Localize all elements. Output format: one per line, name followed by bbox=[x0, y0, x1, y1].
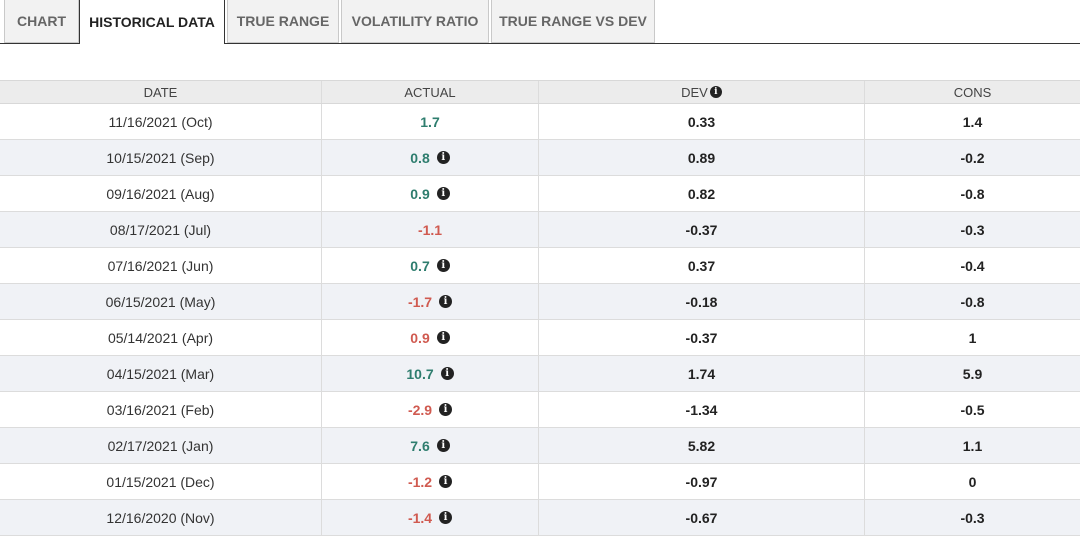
cons-cell: -0.4 bbox=[960, 257, 985, 274]
actual-cell: -1.2 i bbox=[322, 464, 539, 499]
cons-cell: -0.3 bbox=[960, 221, 985, 238]
actual-value: 0.8 bbox=[410, 149, 430, 166]
table-row: 01/15/2021 (Dec) -1.2 i -0.97 0 bbox=[0, 464, 1080, 500]
info-icon[interactable]: i bbox=[436, 439, 450, 452]
date-cell: 05/14/2021 (Apr) bbox=[0, 320, 322, 355]
actual-cell: 1.7 bbox=[322, 104, 539, 139]
cons-cell: -0.3 bbox=[960, 509, 985, 526]
date-cell: 02/17/2021 (Jan) bbox=[0, 428, 322, 463]
actual-cell: 7.6 i bbox=[322, 428, 539, 463]
actual-value: -1.4 bbox=[407, 509, 433, 526]
historical-data-table: DATE ACTUAL DEV i CONS 11/16/2021 (Oct) 1… bbox=[0, 80, 1080, 536]
table-row: 02/17/2021 (Jan) 7.6 i 5.82 1.1 bbox=[0, 428, 1080, 464]
cons-cell: 1 bbox=[968, 329, 977, 346]
info-icon[interactable]: i bbox=[440, 367, 454, 380]
actual-cell: -1.4 i bbox=[322, 500, 539, 535]
info-icon[interactable]: i bbox=[436, 151, 450, 164]
info-icon[interactable]: i bbox=[439, 511, 453, 524]
cons-cell: 1.4 bbox=[962, 113, 983, 130]
actual-cell: -1.1 bbox=[322, 212, 539, 247]
table-body: 11/16/2021 (Oct) 1.7 0.33 1.4 10/15/2021 (Se… bbox=[0, 104, 1080, 536]
tab-bar: CHART HISTORICAL DATA TRUE RANGE VOLATIL… bbox=[0, 0, 1080, 44]
actual-cell: -1.7 i bbox=[322, 284, 539, 319]
table-row: 03/16/2021 (Feb) -2.9 i -1.34 -0.5 bbox=[0, 392, 1080, 428]
tab-true-range[interactable]: TRUE RANGE bbox=[227, 0, 339, 43]
date-cell: 04/15/2021 (Mar) bbox=[0, 356, 322, 391]
table-row: 12/16/2020 (Nov) -1.4 i -0.67 -0.3 bbox=[0, 500, 1080, 536]
actual-cell: 0.8 i bbox=[322, 140, 539, 175]
actual-cell: 0.7 i bbox=[322, 248, 539, 283]
header-date[interactable]: DATE bbox=[0, 81, 322, 103]
cons-cell: -0.8 bbox=[960, 293, 985, 310]
cons-cell: 5.9 bbox=[962, 365, 983, 382]
dev-cell: -0.37 bbox=[539, 212, 865, 247]
date-cell: 09/16/2021 (Aug) bbox=[0, 176, 322, 211]
actual-value: 10.7 bbox=[406, 365, 434, 382]
info-icon[interactable]: i bbox=[439, 295, 453, 308]
actual-cell: -2.9 i bbox=[322, 392, 539, 427]
date-cell: 01/15/2021 (Dec) bbox=[0, 464, 322, 499]
cons-cell: -0.2 bbox=[960, 149, 985, 166]
header-cons[interactable]: CONS bbox=[953, 84, 992, 100]
table-row: 04/15/2021 (Mar) 10.7 i 1.74 5.9 bbox=[0, 356, 1080, 392]
table-row: 09/16/2021 (Aug) 0.9 i 0.82 -0.8 bbox=[0, 176, 1080, 212]
cons-cell: 1.1 bbox=[962, 437, 983, 454]
table-row: 11/16/2021 (Oct) 1.7 0.33 1.4 bbox=[0, 104, 1080, 140]
tab-bar-divider bbox=[0, 43, 1080, 44]
table-header: DATE ACTUAL DEV i CONS bbox=[0, 80, 1080, 104]
dev-cell: 5.82 bbox=[539, 428, 865, 463]
table-row: 07/16/2021 (Jun) 0.7 i 0.37 -0.4 bbox=[0, 248, 1080, 284]
table-row: 06/15/2021 (May) -1.7 i -0.18 -0.8 bbox=[0, 284, 1080, 320]
dev-cell: -0.37 bbox=[539, 320, 865, 355]
header-actual[interactable]: ACTUAL bbox=[322, 81, 539, 103]
date-cell: 11/16/2021 (Oct) bbox=[0, 104, 322, 139]
actual-cell: 10.7 i bbox=[322, 356, 539, 391]
dev-cell: -0.18 bbox=[539, 284, 865, 319]
actual-cell: 0.9 i bbox=[322, 320, 539, 355]
header-dev[interactable]: DEV i bbox=[539, 81, 865, 103]
tab-volatility-ratio[interactable]: VOLATILITY RATIO bbox=[341, 0, 489, 43]
info-icon[interactable]: i bbox=[436, 259, 450, 272]
tab-true-range-vs-dev[interactable]: TRUE RANGE VS DEV bbox=[491, 0, 655, 43]
table-row: 10/15/2021 (Sep) 0.8 i 0.89 -0.2 bbox=[0, 140, 1080, 176]
info-icon[interactable]: i bbox=[439, 475, 453, 488]
dev-cell: -0.97 bbox=[539, 464, 865, 499]
cons-cell: 0 bbox=[968, 473, 977, 490]
actual-value: 7.6 bbox=[410, 437, 430, 454]
cons-cell: -0.8 bbox=[960, 185, 985, 202]
date-cell: 08/17/2021 (Jul) bbox=[0, 212, 322, 247]
date-cell: 07/16/2021 (Jun) bbox=[0, 248, 322, 283]
dev-cell: 1.74 bbox=[539, 356, 865, 391]
dev-cell: 0.33 bbox=[539, 104, 865, 139]
actual-value: 0.7 bbox=[410, 257, 430, 274]
tab-historical-data[interactable]: HISTORICAL DATA bbox=[79, 0, 225, 44]
info-icon[interactable]: i bbox=[709, 86, 722, 98]
actual-value: -1.2 bbox=[407, 473, 433, 490]
actual-value: 1.7 bbox=[420, 113, 440, 130]
info-icon[interactable]: i bbox=[439, 403, 453, 416]
actual-value: -1.7 bbox=[407, 293, 433, 310]
actual-cell: 0.9 i bbox=[322, 176, 539, 211]
dev-cell: 0.82 bbox=[539, 176, 865, 211]
date-cell: 06/15/2021 (May) bbox=[0, 284, 322, 319]
actual-value: 0.9 bbox=[410, 185, 430, 202]
info-icon[interactable]: i bbox=[436, 331, 450, 344]
date-cell: 03/16/2021 (Feb) bbox=[0, 392, 322, 427]
date-cell: 12/16/2020 (Nov) bbox=[0, 500, 322, 535]
tab-chart[interactable]: CHART bbox=[4, 0, 79, 43]
dev-cell: -0.67 bbox=[539, 500, 865, 535]
dev-cell: 0.89 bbox=[539, 140, 865, 175]
table-row: 05/14/2021 (Apr) 0.9 i -0.37 1 bbox=[0, 320, 1080, 356]
info-icon[interactable]: i bbox=[436, 187, 450, 200]
dev-cell: 0.37 bbox=[539, 248, 865, 283]
actual-value: 0.9 bbox=[410, 329, 430, 346]
date-cell: 10/15/2021 (Sep) bbox=[0, 140, 322, 175]
dev-cell: -1.34 bbox=[539, 392, 865, 427]
cons-cell: -0.5 bbox=[960, 401, 985, 418]
header-dev-label: DEV bbox=[681, 84, 708, 100]
table-row: 08/17/2021 (Jul) -1.1 -0.37 -0.3 bbox=[0, 212, 1080, 248]
actual-value: -2.9 bbox=[407, 401, 433, 418]
actual-value: -1.1 bbox=[417, 221, 443, 238]
